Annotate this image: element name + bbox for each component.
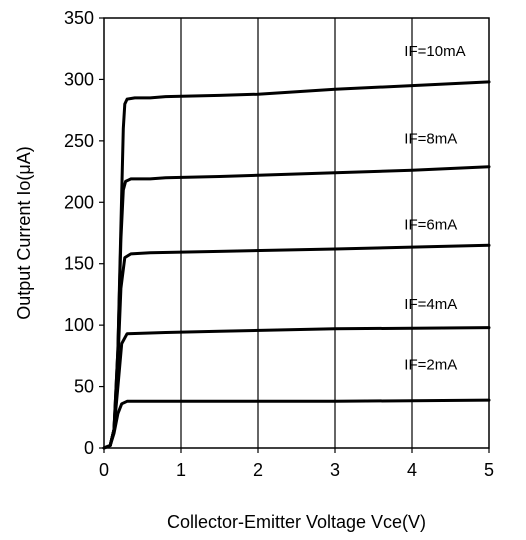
series-line-if-6ma bbox=[102, 243, 491, 450]
y-tick-labels: 0 50 100 150 200 250 300 350 bbox=[64, 8, 94, 458]
x-tick-label-5: 5 bbox=[484, 460, 494, 480]
x-axis-title: Collector-Emitter Voltage Vce(V) bbox=[167, 512, 426, 532]
series-labels: IF=10mA IF=8mA IF=6mA IF=4mA IF=2mA bbox=[404, 43, 465, 373]
x-tick-label-3: 3 bbox=[330, 460, 340, 480]
y-tick-label-0: 0 bbox=[84, 438, 94, 458]
series-label-3: IF=4mA bbox=[404, 296, 457, 313]
x-tick-label-2: 2 bbox=[253, 460, 263, 480]
x-tick-label-0: 0 bbox=[99, 460, 109, 480]
y-tick-label-1: 50 bbox=[74, 377, 94, 397]
y-tick-label-2: 100 bbox=[64, 315, 94, 335]
x-tick-label-4: 4 bbox=[407, 460, 417, 480]
x-tick-label-1: 1 bbox=[176, 460, 186, 480]
series-label-1: IF=8mA bbox=[404, 130, 457, 147]
series-line-if-2ma bbox=[102, 398, 491, 450]
y-tick-label-3: 150 bbox=[64, 254, 94, 274]
plot-frame bbox=[103, 17, 490, 449]
series-label-2: IF=6mA bbox=[404, 216, 457, 233]
series-line-if-4ma bbox=[102, 326, 491, 450]
series-label-0: IF=10mA bbox=[404, 43, 465, 60]
chart-series bbox=[102, 80, 491, 450]
y-tick-label-4: 200 bbox=[64, 192, 94, 212]
x-tick-labels: 0 1 2 3 4 5 bbox=[99, 460, 494, 480]
series-label-4: IF=2mA bbox=[404, 356, 457, 373]
y-tick-label-5: 250 bbox=[64, 131, 94, 151]
y-axis-title: Output Current Io(μA) bbox=[14, 146, 34, 319]
y-tick-label-7: 350 bbox=[64, 8, 94, 28]
y-tick-label-6: 300 bbox=[64, 69, 94, 89]
